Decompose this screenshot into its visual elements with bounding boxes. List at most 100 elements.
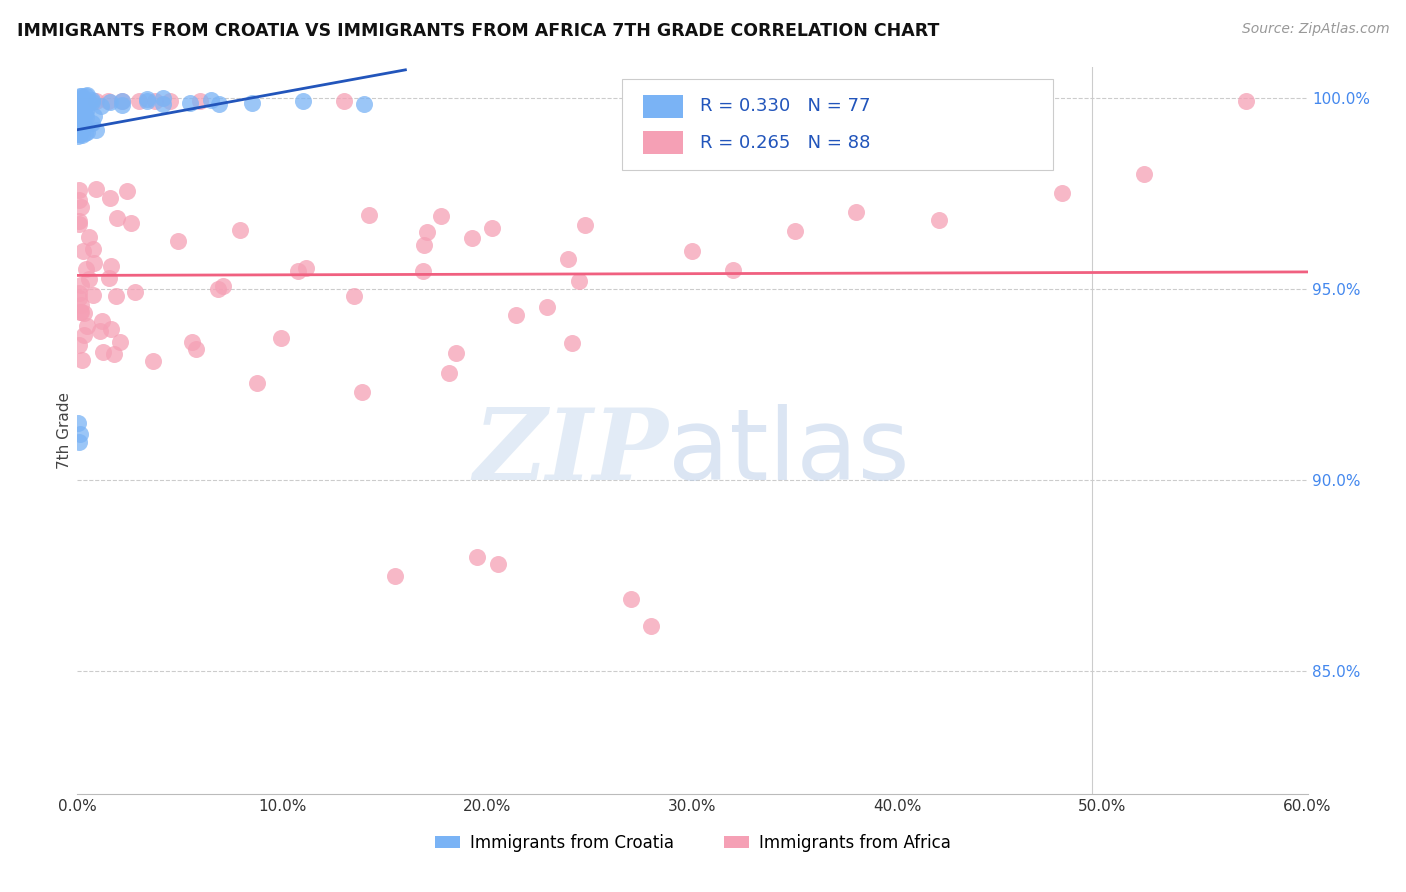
Point: [67, 217, 90, 231]
Point: [67, 114, 90, 128]
Point: [128, 95, 150, 109]
Point: [67, 285, 90, 300]
Point: [76, 88, 98, 103]
Point: [67, 183, 90, 197]
Point: [184, 342, 207, 356]
Point: [142, 353, 165, 368]
Point: [104, 289, 127, 303]
Point: [67, 107, 90, 121]
Point: [67, 111, 90, 125]
Point: [69, 94, 91, 108]
Point: [70, 109, 93, 123]
Point: [295, 260, 318, 275]
Point: [77, 272, 100, 286]
Point: [67, 193, 90, 207]
Point: [70, 91, 93, 105]
Point: [75, 126, 97, 140]
Point: [70, 112, 93, 126]
Point: [69, 113, 91, 128]
Point: [481, 220, 503, 235]
Point: [105, 211, 128, 225]
FancyBboxPatch shape: [623, 79, 1053, 170]
Point: [73, 96, 96, 111]
Point: [152, 97, 174, 112]
Point: [67, 121, 90, 136]
Point: [76, 318, 98, 333]
Point: [69, 100, 91, 114]
Point: [89, 324, 111, 338]
Point: [343, 288, 366, 302]
Point: [72, 244, 94, 259]
Point: [783, 224, 806, 238]
Point: [80, 116, 103, 130]
Point: [84, 182, 107, 196]
Point: [110, 335, 132, 350]
Text: ZIP: ZIP: [472, 404, 668, 500]
Point: [413, 238, 436, 252]
Point: [270, 331, 292, 345]
Point: [70, 109, 93, 123]
Point: [70, 305, 93, 319]
Point: [82, 242, 104, 256]
Point: [69, 89, 91, 103]
Point: [111, 97, 134, 112]
Point: [384, 569, 406, 583]
Point: [69, 127, 91, 141]
Point: [98, 95, 121, 109]
Point: [70, 95, 93, 110]
Point: [928, 213, 950, 227]
Point: [67, 291, 90, 305]
Point: [98, 191, 121, 205]
Point: [84, 95, 107, 109]
Text: R = 0.265   N = 88: R = 0.265 N = 88: [700, 134, 870, 152]
Point: [359, 208, 381, 222]
Point: [67, 214, 90, 228]
Point: [69, 122, 91, 136]
Point: [352, 384, 374, 399]
Point: [620, 591, 643, 606]
Point: [76, 125, 98, 139]
Point: [69, 200, 91, 214]
Point: [437, 366, 460, 380]
Point: [97, 270, 120, 285]
Point: [1234, 95, 1257, 109]
Point: [416, 225, 439, 239]
Point: [200, 93, 222, 107]
Point: [75, 262, 97, 277]
Point: [246, 376, 269, 390]
Point: [111, 95, 134, 109]
Text: Source: ZipAtlas.com: Source: ZipAtlas.com: [1241, 22, 1389, 37]
Point: [353, 96, 375, 111]
Point: [208, 97, 231, 112]
Point: [82, 94, 104, 108]
Point: [69, 305, 91, 319]
Point: [1050, 186, 1073, 201]
Point: [67, 117, 90, 131]
Point: [69, 95, 91, 110]
Point: [83, 109, 105, 123]
Point: [166, 234, 188, 248]
Point: [90, 314, 112, 328]
FancyBboxPatch shape: [644, 131, 683, 154]
Point: [69, 111, 91, 125]
Point: [461, 231, 484, 245]
Point: [465, 549, 488, 564]
Point: [66, 128, 89, 143]
Point: [67, 434, 90, 449]
Point: [90, 99, 112, 113]
Point: [574, 219, 596, 233]
Point: [75, 89, 97, 103]
Point: [67, 109, 90, 123]
Point: [67, 116, 90, 130]
Point: [561, 335, 583, 350]
Point: [845, 205, 868, 219]
Point: [82, 287, 104, 301]
Point: [291, 94, 314, 108]
Point: [70, 298, 93, 312]
Point: [240, 96, 263, 111]
Point: [77, 229, 100, 244]
Point: [69, 98, 91, 112]
Point: [1132, 167, 1154, 181]
Point: [84, 123, 107, 137]
Point: [444, 345, 467, 359]
